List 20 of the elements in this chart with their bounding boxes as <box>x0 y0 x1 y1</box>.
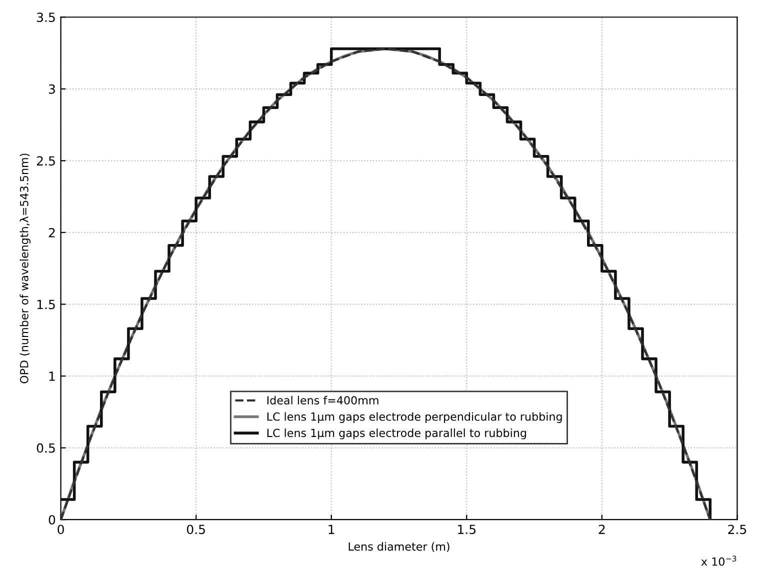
x-axis-title: Lens diameter (m) <box>348 542 450 552</box>
x-tick-label: 0.5 <box>186 524 205 534</box>
y-tick-label: 2 <box>48 228 55 238</box>
x-tick-label: 1.5 <box>458 524 476 534</box>
legend-label: LC lens 1μm gaps electrode perpendicular to rubbing <box>267 412 562 423</box>
y-tick-label: 0.5 <box>36 443 55 453</box>
text: x 10$^{−3}$ <box>701 556 736 566</box>
y-axis-title: OPD (number of wavelength,λ=543.5nm) <box>20 154 31 384</box>
y-tick-label: 0 <box>48 515 56 525</box>
legend-label: Ideal lens f=400mm <box>267 396 378 404</box>
x-tick-label: 0 <box>58 524 64 534</box>
x-tick-label: 2 <box>598 524 605 534</box>
y-tick-label: 3.5 <box>37 12 55 22</box>
x-tick-label: 1 <box>328 524 334 534</box>
legend-label: LC lens 1μm gaps electrode parallel to rubbing <box>267 428 526 440</box>
y-tick-label: 2.5 <box>36 156 55 166</box>
y-tick-label: 1.5 <box>37 300 55 310</box>
y-tick-label: 3 <box>48 84 55 94</box>
x-tick-label: 2.5 <box>728 524 746 534</box>
y-tick-label: 1 <box>49 372 55 381</box>
